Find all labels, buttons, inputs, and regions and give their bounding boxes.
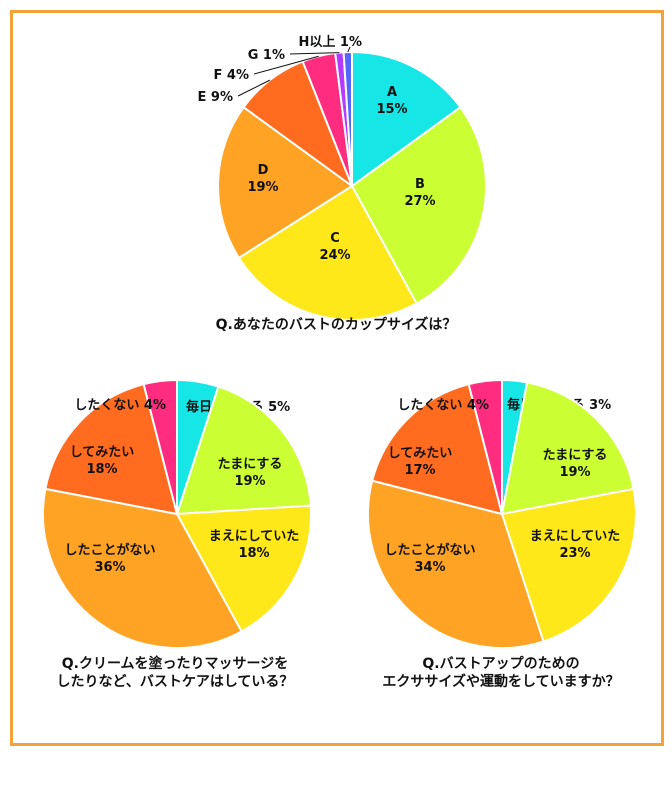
slice-name-want: してみたい (70, 445, 135, 460)
slice-value-D: 19% (247, 180, 278, 195)
leader-line-H (347, 46, 351, 53)
slice-label-G: G 1% (248, 48, 285, 63)
pie-slice-nowant (467, 378, 503, 515)
bust-exercise-pie: 毎日している 3%たまにする19%まえにしていた23%したことがない34%してみ… (367, 378, 637, 649)
slice-name-never: したことがない (64, 542, 155, 558)
pie-slice-nowant (142, 378, 178, 515)
pie-slice-want (370, 382, 504, 516)
slice-value-never: 36% (94, 560, 125, 575)
bust-care-question-line-1: Q.クリームを塗ったりマッサージを (61, 656, 289, 672)
slice-value-C: 24% (319, 248, 350, 263)
slice-value-often: 19% (559, 465, 590, 480)
slice-name-B: B (415, 177, 425, 192)
bust-exercise-question-line-1: Q.バストアップのための (422, 656, 580, 672)
slice-value-want: 18% (86, 462, 117, 477)
pie-slice-often (500, 381, 635, 516)
slice-name-before: まえにしていた (530, 529, 621, 544)
slice-label-nowant: したくない 4% (74, 398, 166, 413)
pie-slice-often (175, 385, 312, 516)
slice-value-B: 27% (404, 194, 435, 209)
slice-label-nowant: したくない 4% (397, 398, 489, 413)
pie-slice-C (237, 184, 418, 321)
slice-name-A: A (387, 85, 397, 100)
slice-name-often: たまにする (543, 448, 608, 463)
slice-label-H: H以上 1% (299, 35, 362, 50)
pie-slice-before (175, 504, 312, 633)
slice-value-often: 19% (234, 474, 265, 489)
slice-label-E: E 9% (198, 90, 233, 105)
slice-value-before: 18% (238, 546, 269, 561)
cup-size-question: Q.あなたのバストのカップサイズは？ (0, 316, 672, 334)
slice-name-C: C (330, 231, 340, 246)
leader-line-G (289, 52, 340, 55)
pie-slice-A (351, 50, 462, 188)
slice-value-never: 34% (414, 560, 445, 575)
slice-value-A: 15% (376, 102, 407, 117)
cup-size-question-text: Q.あなたのバストのカップサイズは？ (215, 317, 457, 333)
pie-slice-H (342, 50, 353, 187)
slice-name-before: まえにしていた (209, 529, 300, 544)
bust-care-pie: 毎日している 5%たまにする19%まえにしていた18%したことがない36%してみ… (42, 378, 312, 649)
pie-slice-B (350, 105, 487, 305)
pie-slice-D (217, 105, 354, 260)
pie-slice-never (367, 479, 545, 649)
slice-name-often: たまにする (218, 457, 283, 472)
slice-label-F: F 4% (214, 68, 249, 83)
pie-slice-want (44, 382, 179, 516)
leader-line-F (253, 55, 319, 75)
bust-exercise-question: Q.バストアップのための エクササイズや運動をしていますか？ (336, 655, 666, 691)
pie-slice-before (500, 487, 637, 643)
bust-exercise-question-line-2: エクササイズや運動をしていますか？ (382, 674, 620, 690)
bust-care-question: Q.クリームを塗ったりマッサージを したりなど、バストケアはしている？ (10, 655, 340, 691)
slice-value-want: 17% (404, 463, 435, 478)
slice-value-before: 23% (559, 546, 590, 561)
leader-line-E (237, 79, 271, 97)
pie-slice-never (42, 487, 243, 649)
slice-name-D: D (258, 163, 269, 178)
slice-name-never: したことがない (384, 542, 475, 558)
slice-name-want: してみたい (388, 446, 453, 461)
bust-care-question-line-2: したりなど、バストケアはしている？ (56, 674, 294, 690)
cup-size-pie: A 15% B 27% C 24% D 19% E 9% F 4% G 1% H以上 1% (198, 35, 487, 321)
